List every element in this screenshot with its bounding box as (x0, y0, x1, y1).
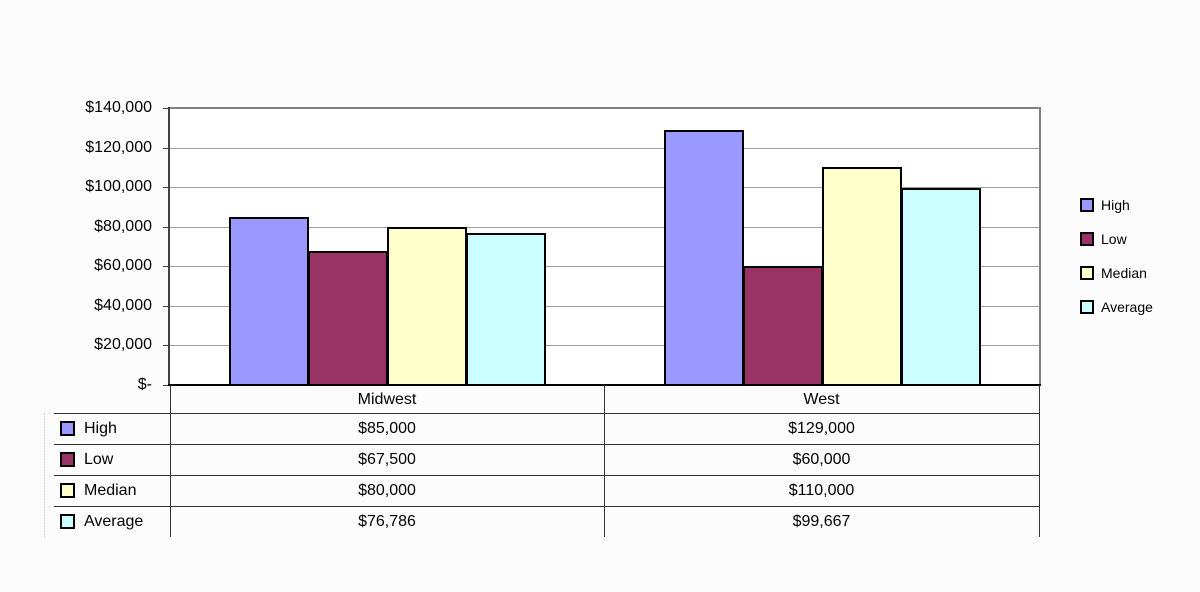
y-axis-tick (163, 187, 168, 188)
table-left-edge (44, 413, 45, 537)
row-key-average-icon (60, 514, 75, 529)
table-row-label-high: High (84, 420, 117, 437)
table-grid-line (1039, 385, 1040, 537)
y-axis-label: $80,000 (94, 218, 152, 235)
bar-high-west (664, 130, 744, 386)
y-axis-label: $120,000 (85, 139, 152, 156)
legend-label: High (1101, 197, 1130, 213)
y-axis-label: $- (137, 376, 152, 393)
y-axis-label: $100,000 (85, 178, 152, 195)
legend-item-low: Low (1080, 222, 1153, 256)
bar-median-west (822, 167, 902, 386)
table-grid-line (54, 413, 1040, 414)
y-axis-tick (163, 148, 168, 149)
plot-border-top (168, 107, 1040, 109)
legend: High Low Median Average (1080, 188, 1153, 324)
bar-median-midwest (387, 227, 467, 386)
table-cell-high-midwest: $85,000 (358, 420, 416, 437)
y-axis-label: $20,000 (94, 336, 152, 353)
bar-high-midwest (229, 217, 309, 386)
gridline (170, 148, 1039, 149)
legend-item-high: High (1080, 188, 1153, 222)
table-row-label-average: Average (84, 513, 144, 530)
bar-low-midwest (308, 251, 388, 386)
low-swatch-icon (1080, 232, 1094, 246)
table-grid-line (54, 475, 1040, 476)
table-grid-line (170, 385, 171, 537)
high-swatch-icon (1080, 198, 1094, 212)
legend-label: Average (1101, 299, 1153, 315)
table-cell-low-midwest: $67,500 (358, 451, 416, 468)
y-axis-tick (163, 385, 168, 386)
gridline (170, 227, 1039, 228)
row-key-low-icon (60, 452, 75, 467)
plot-border-right (1039, 107, 1041, 385)
y-axis-tick (163, 306, 168, 307)
table-cell-average-west: $99,667 (792, 513, 851, 530)
y-axis-line (168, 107, 170, 385)
legend-item-average: Average (1080, 290, 1153, 324)
bar-average-west (901, 188, 981, 386)
table-row-label-low: Low (84, 451, 114, 468)
legend-label: Low (1101, 231, 1127, 247)
table-header-west: West (803, 391, 840, 408)
y-axis-tick (163, 266, 168, 267)
legend-label: Median (1101, 265, 1147, 281)
average-swatch-icon (1080, 300, 1094, 314)
y-axis-tick (163, 345, 168, 346)
table-cell-low-west: $60,000 (792, 451, 851, 468)
table-row-label-median: Median (84, 482, 137, 499)
y-axis-label: $40,000 (94, 297, 152, 314)
legend-item-median: Median (1080, 256, 1153, 290)
gridline (170, 187, 1039, 188)
table-grid-line (604, 385, 605, 537)
table-grid-line (54, 444, 1040, 445)
table-cell-average-midwest: $76,786 (358, 513, 416, 530)
y-axis-tick (163, 227, 168, 228)
row-key-median-icon (60, 483, 75, 498)
table-cell-median-west: $110,000 (788, 482, 855, 499)
table-header-midwest: Midwest (357, 391, 417, 408)
bar-low-west (743, 266, 823, 386)
y-axis-label: $60,000 (94, 257, 152, 274)
gridline (170, 306, 1039, 307)
table-cell-median-midwest: $80,000 (358, 482, 416, 499)
bar-average-midwest (466, 233, 546, 386)
row-key-high-icon (60, 421, 75, 436)
y-axis-tick (163, 108, 168, 109)
table-grid-line (54, 506, 1040, 507)
gridline (170, 266, 1039, 267)
y-axis-label: $140,000 (85, 99, 152, 116)
gridline (170, 345, 1039, 346)
median-swatch-icon (1080, 266, 1094, 280)
table-cell-high-west: $129,000 (788, 420, 855, 437)
